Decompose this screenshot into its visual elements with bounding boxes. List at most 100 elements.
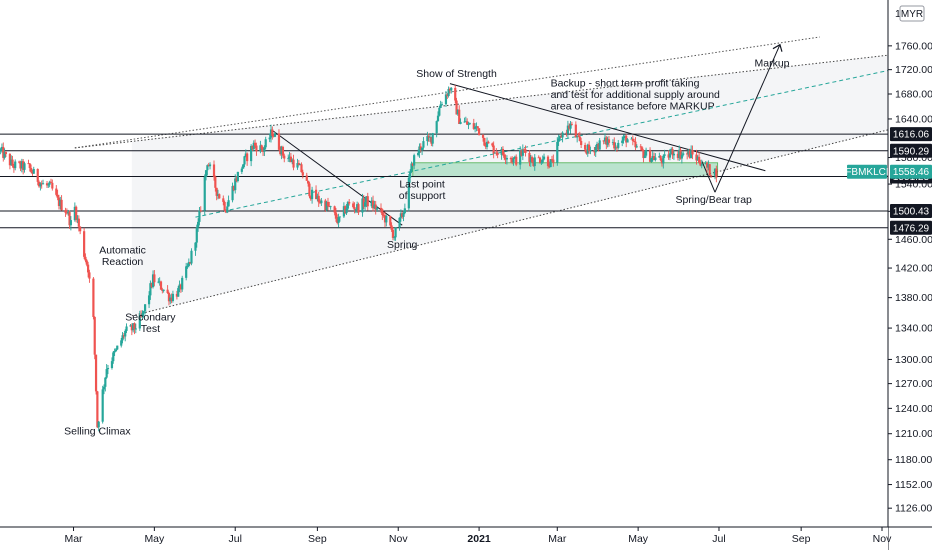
candle[interactable] (383, 211, 387, 228)
candle[interactable] (14, 159, 17, 171)
candle[interactable] (537, 155, 540, 159)
candle[interactable] (558, 135, 562, 142)
candle[interactable] (420, 147, 424, 156)
candle[interactable] (189, 261, 192, 265)
candle[interactable] (37, 180, 41, 188)
candle[interactable] (170, 293, 173, 304)
candle[interactable] (236, 171, 239, 183)
candle[interactable] (352, 201, 355, 209)
candle[interactable] (259, 140, 262, 154)
candle[interactable] (593, 146, 596, 156)
candle[interactable] (27, 159, 30, 165)
candle[interactable] (157, 278, 160, 284)
candle[interactable] (171, 290, 175, 303)
candle[interactable] (56, 189, 59, 201)
candle[interactable] (288, 151, 291, 163)
candle[interactable] (557, 134, 560, 146)
candle[interactable] (31, 169, 34, 176)
candle[interactable] (253, 139, 257, 149)
candle[interactable] (255, 142, 258, 156)
candle[interactable] (576, 134, 579, 143)
candle[interactable] (671, 146, 674, 160)
candle[interactable] (67, 209, 70, 216)
candle[interactable] (120, 337, 123, 348)
candle[interactable] (468, 122, 471, 125)
candle[interactable] (55, 185, 58, 197)
candle[interactable] (28, 162, 31, 172)
candle[interactable] (614, 142, 617, 152)
candle[interactable] (672, 150, 676, 160)
candle[interactable] (92, 277, 95, 320)
candle[interactable] (390, 222, 393, 232)
candle[interactable] (520, 149, 523, 157)
candle[interactable] (159, 280, 163, 291)
candle[interactable] (410, 161, 413, 174)
candle[interactable] (464, 116, 467, 123)
candle[interactable] (459, 118, 462, 125)
candle[interactable] (658, 152, 661, 158)
candle[interactable] (336, 214, 339, 225)
candle[interactable] (79, 226, 82, 235)
candle[interactable] (334, 207, 338, 222)
candle[interactable] (382, 212, 385, 218)
candle[interactable] (273, 131, 277, 138)
candle[interactable] (450, 87, 453, 94)
candle[interactable] (296, 158, 299, 170)
candle[interactable] (39, 182, 42, 191)
candle[interactable] (475, 122, 478, 132)
candle[interactable] (652, 152, 656, 161)
candle[interactable] (513, 155, 516, 160)
candle[interactable] (11, 155, 14, 168)
candle[interactable] (51, 179, 54, 191)
candle[interactable] (216, 189, 220, 200)
candle[interactable] (280, 145, 283, 160)
candle[interactable] (158, 277, 161, 286)
candle[interactable] (8, 152, 12, 170)
candle[interactable] (598, 137, 601, 150)
candle[interactable] (491, 142, 494, 148)
candle[interactable] (393, 236, 396, 241)
candle[interactable] (133, 322, 136, 335)
candle[interactable] (485, 137, 489, 150)
candle[interactable] (218, 193, 221, 199)
candle[interactable] (528, 149, 531, 167)
candle[interactable] (325, 200, 328, 212)
candle[interactable] (621, 136, 624, 147)
candle[interactable] (235, 176, 238, 183)
candle[interactable] (292, 154, 295, 171)
candle[interactable] (338, 216, 342, 222)
candle[interactable] (246, 152, 249, 166)
candle[interactable] (326, 197, 330, 211)
candle[interactable] (481, 133, 485, 142)
candle[interactable] (541, 155, 544, 164)
candle[interactable] (85, 259, 88, 267)
candle[interactable] (361, 193, 364, 217)
candle[interactable] (3, 148, 6, 160)
candle[interactable] (88, 269, 91, 283)
candle[interactable] (474, 123, 477, 133)
candle[interactable] (458, 105, 461, 125)
candle[interactable] (40, 180, 43, 189)
candle[interactable] (428, 133, 432, 142)
candle[interactable] (709, 174, 713, 178)
candle[interactable] (102, 384, 106, 395)
candle[interactable] (83, 227, 86, 260)
candle[interactable] (187, 258, 190, 268)
candle[interactable] (670, 147, 673, 155)
candle[interactable] (568, 123, 571, 131)
candle[interactable] (663, 149, 666, 159)
candle[interactable] (635, 144, 638, 149)
candle[interactable] (487, 140, 490, 144)
candle[interactable] (138, 310, 141, 331)
candle[interactable] (454, 85, 457, 104)
candle[interactable] (106, 365, 110, 375)
candle[interactable] (615, 145, 619, 152)
candle[interactable] (19, 160, 22, 172)
candle[interactable] (552, 154, 555, 167)
candle[interactable] (212, 160, 216, 181)
candle[interactable] (501, 146, 505, 156)
candle[interactable] (195, 224, 198, 248)
candle[interactable] (59, 196, 62, 210)
candle[interactable] (411, 163, 414, 167)
candle[interactable] (318, 199, 322, 205)
